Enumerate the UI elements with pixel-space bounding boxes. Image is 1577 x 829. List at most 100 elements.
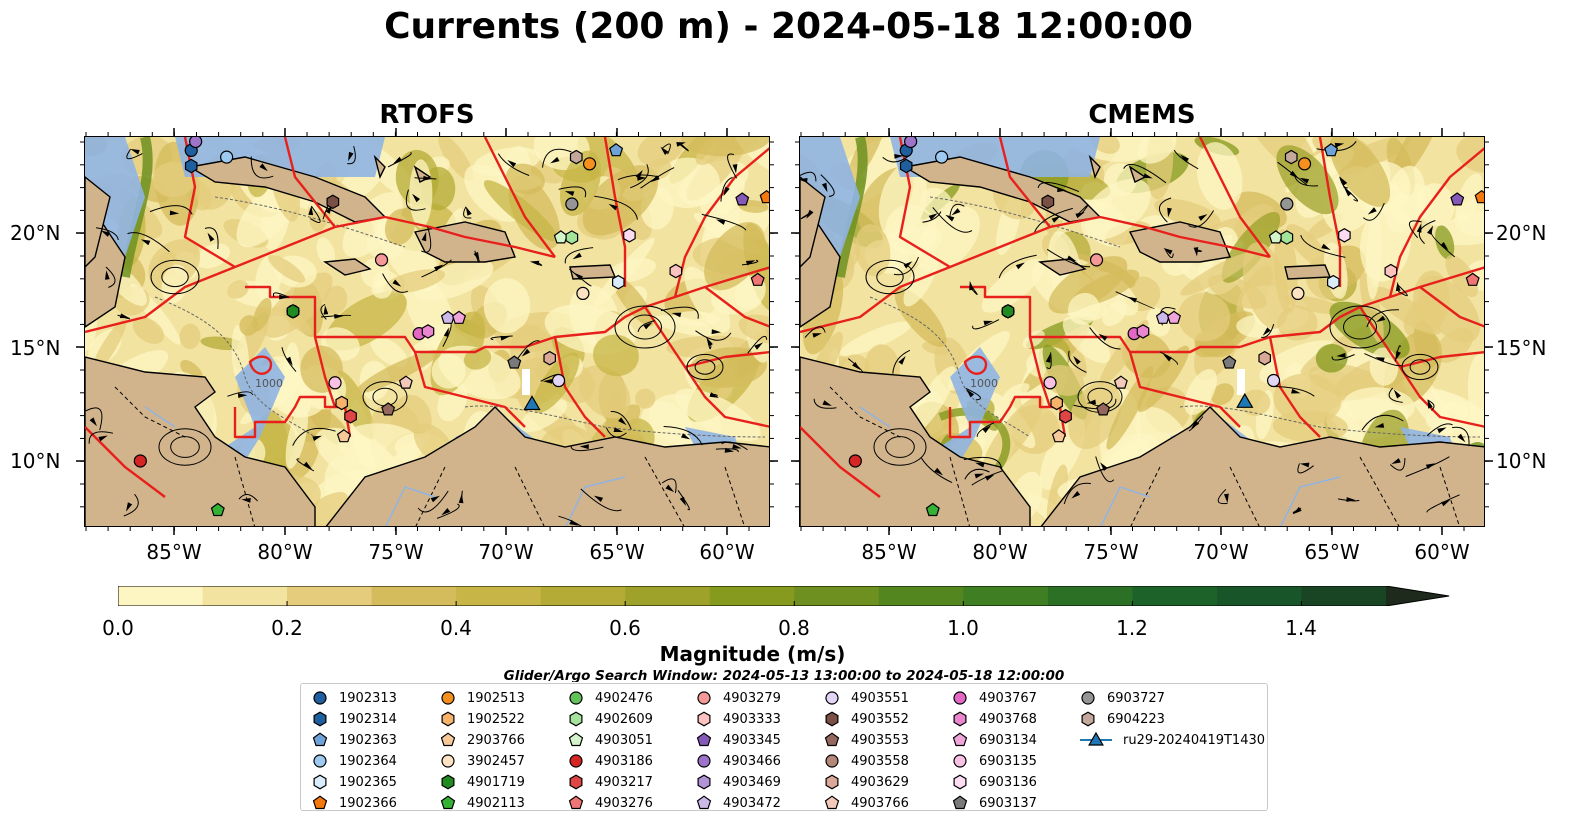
- legend-label: 1902522: [467, 711, 525, 727]
- colorbar-segment: [371, 586, 457, 606]
- float-marker-6903134: [1166, 310, 1182, 324]
- legend-item-3902457: 3902457: [439, 751, 525, 771]
- legend-label: 1902365: [339, 774, 397, 790]
- float-marker-4903345: [735, 192, 750, 206]
- float-marker-6903136: [1338, 228, 1351, 243]
- pentagon-icon: [312, 732, 328, 747]
- colorbar-segment: [1047, 586, 1133, 606]
- lon-label-80w-right: 80°W: [972, 540, 1028, 564]
- legend-item-1902365: 1902365: [311, 772, 397, 792]
- legend-label: ru29-20240419T1430: [1123, 732, 1266, 748]
- legend-item-4903186: 4903186: [567, 751, 653, 771]
- legend-label: 6903135: [979, 753, 1037, 769]
- colorbar-segment: [118, 586, 204, 606]
- colorbar-segment: [540, 586, 626, 606]
- legend-label: 4903552: [851, 711, 909, 727]
- circle-icon: [825, 754, 839, 768]
- legend-item-4903766: 4903766: [823, 793, 909, 813]
- map-rtofs: 1000: [84, 136, 770, 527]
- colorbar-segment: [202, 586, 288, 606]
- legend-item-4903553: 4903553: [823, 730, 909, 750]
- legend-label: 3902457: [467, 753, 525, 769]
- legend-label: 6903137: [979, 795, 1037, 811]
- pentagon-icon: [824, 732, 840, 747]
- legend-label: 1902364: [339, 753, 397, 769]
- legend-item-6903137: 6903137: [951, 793, 1037, 813]
- colorbar-segment: [963, 586, 1049, 606]
- float-marker-4902113: [925, 502, 940, 517]
- float-marker-4903276: [1465, 272, 1480, 286]
- lat-label-15n-left: 15°N: [10, 336, 61, 360]
- float-marker-4903629: [1258, 350, 1271, 366]
- float-marker-1902363: [609, 143, 624, 157]
- circle-icon: [697, 754, 711, 768]
- float-marker-6903135: [328, 376, 342, 390]
- pentagon-icon: [696, 732, 712, 747]
- pentagon-icon: [952, 795, 968, 810]
- legend-label: 6904223: [1107, 711, 1165, 727]
- float-marker-6904223: [1284, 149, 1298, 165]
- pentagon-icon: [568, 732, 584, 747]
- colorbar-tick-4: 0.8: [778, 616, 810, 640]
- legend-item-4901719: 4901719: [439, 772, 525, 792]
- circle-icon: [569, 754, 583, 768]
- legend-item-1902513: 1902513: [439, 688, 525, 708]
- legend-item-4903551: 4903551: [823, 688, 909, 708]
- float-marker-4903553: [1096, 402, 1111, 416]
- legend-label: 4903276: [595, 795, 653, 811]
- colorbar-extend-max: [1386, 586, 1450, 606]
- hexagon-icon: [953, 711, 967, 727]
- isobath-label: 1000: [255, 377, 283, 390]
- float-marker-4901719: [1001, 304, 1015, 319]
- float-marker-2903766: [336, 429, 351, 443]
- float-marker-4903552: [326, 194, 340, 210]
- colorbar-label: Magnitude (m/s): [659, 642, 846, 666]
- pentagon-icon: [312, 795, 328, 810]
- float-marker-1902314: [184, 158, 198, 174]
- float-marker-4903217: [344, 409, 357, 424]
- legend-item-6903135: 6903135: [951, 751, 1037, 771]
- pentagon-icon: [440, 795, 456, 810]
- colorbar-segment: [878, 586, 964, 606]
- float-marker-4903552: [1041, 194, 1055, 210]
- hexagon-icon: [1081, 711, 1095, 727]
- circle-icon: [441, 691, 455, 705]
- float-marker-6904223: [569, 149, 583, 165]
- legend-item-4903345: 4903345: [695, 730, 781, 750]
- float-marker-4903276: [750, 272, 765, 286]
- legend-label: 6903136: [979, 774, 1037, 790]
- legend-item-4903051: 4903051: [567, 730, 653, 750]
- circle-icon: [569, 691, 583, 705]
- float-marker-1902513: [1297, 157, 1312, 171]
- legend-label: 4903558: [851, 753, 909, 769]
- lon-label-60w-left: 60°W: [699, 540, 755, 564]
- float-marker-3902457: [1291, 286, 1305, 300]
- legend-item-1902363: 1902363: [311, 730, 397, 750]
- float-marker-2903766: [1051, 429, 1066, 443]
- float-marker-1902522: [1050, 395, 1063, 411]
- colorbar-segment: [794, 586, 880, 606]
- legend-item-4902609: 4902609: [567, 709, 653, 729]
- circle-icon: [313, 691, 327, 705]
- legend-item-6904223: 6904223: [1079, 709, 1165, 729]
- legend-label: 4902113: [467, 795, 525, 811]
- float-marker-6903134: [451, 310, 467, 324]
- colorbar-tick-2: 0.4: [440, 616, 472, 640]
- isobath-label: 1000: [970, 377, 998, 390]
- float-marker-6903136: [623, 228, 636, 243]
- legend-item-4903552: 4903552: [823, 709, 909, 729]
- legend-label: 4903186: [595, 753, 653, 769]
- circle-icon: [313, 754, 327, 768]
- legend-label: 1902513: [467, 690, 525, 706]
- float-marker-1902366: [759, 189, 769, 204]
- float-marker-4903553: [381, 402, 396, 416]
- legend-item-4902476: 4902476: [567, 688, 653, 708]
- lon-label-70w-right: 70°W: [1193, 540, 1249, 564]
- float-marker-4903551: [1266, 373, 1281, 388]
- lon-label-75w-left: 75°W: [368, 540, 424, 564]
- legend-label: 6903134: [979, 732, 1037, 748]
- circle-icon: [953, 691, 967, 705]
- colorbar-segment: [1301, 586, 1387, 606]
- panel-title-cmems: CMEMS: [1088, 100, 1196, 130]
